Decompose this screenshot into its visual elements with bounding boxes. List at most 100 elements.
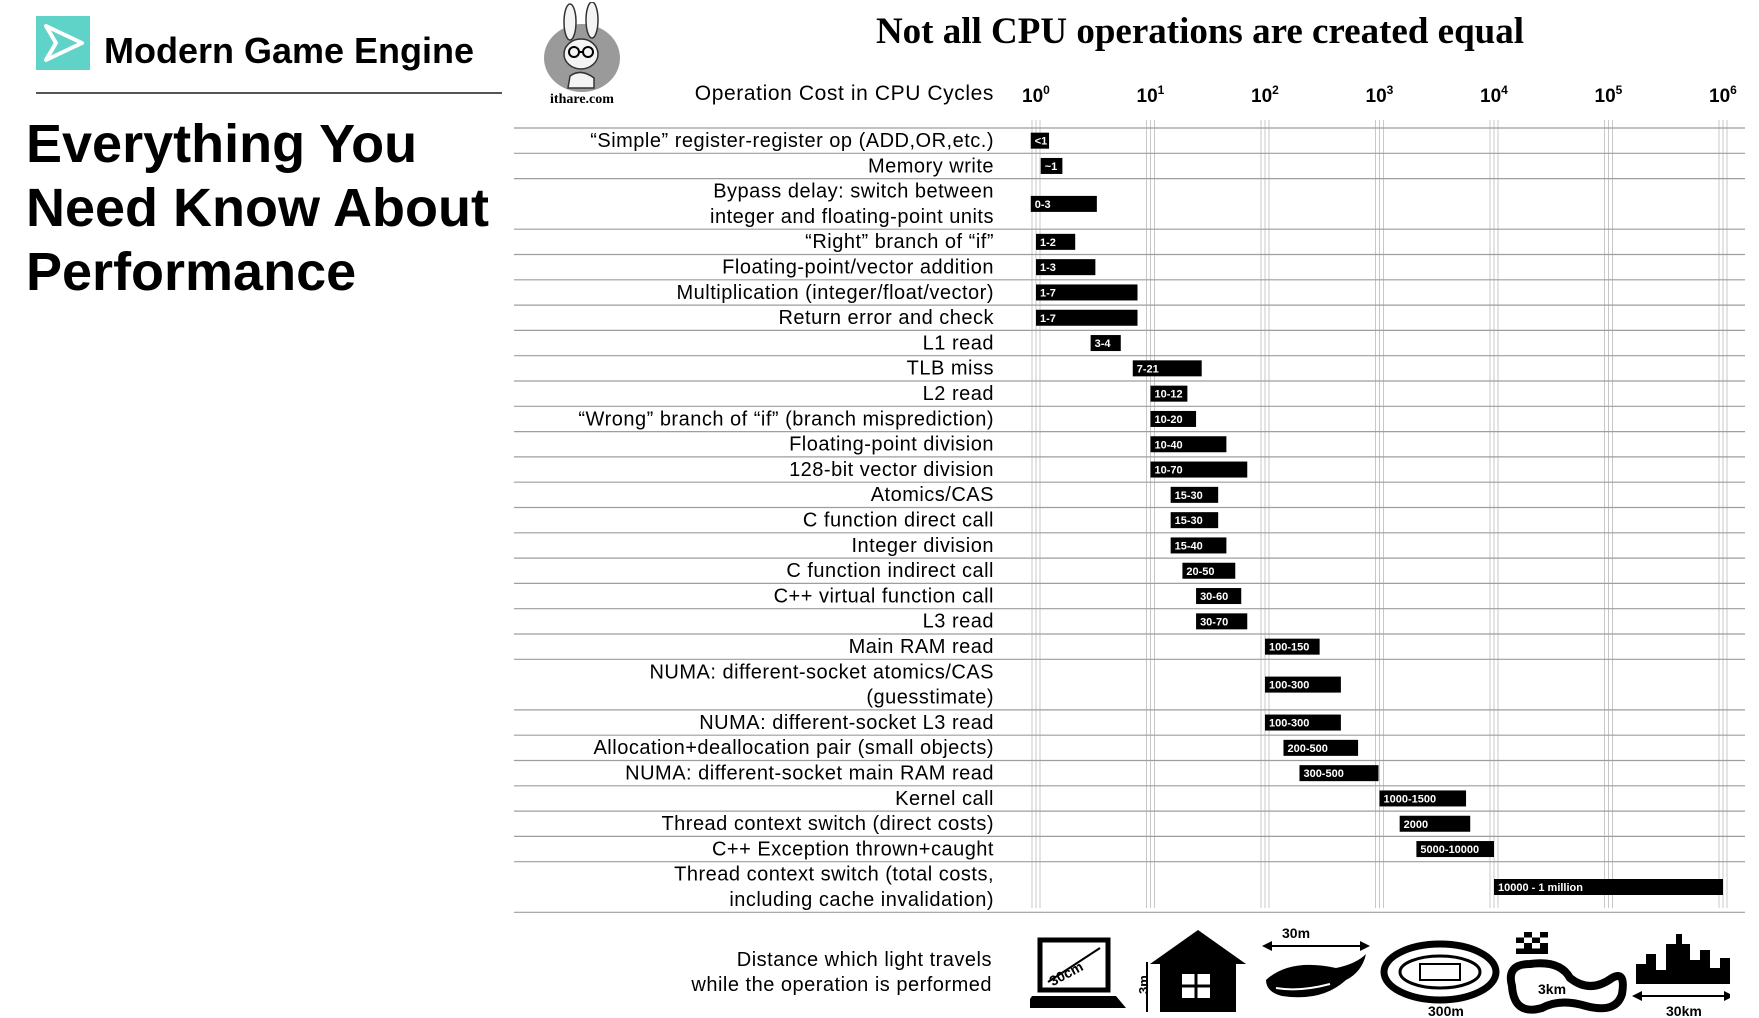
distance-label: 30m (1282, 925, 1310, 941)
bar (1036, 259, 1096, 276)
bar (1030, 132, 1050, 149)
bar-label: 5000-10000 (1420, 844, 1479, 856)
row-label: including cache invalidation) (729, 889, 994, 911)
light-distance-label: Distance which light travels while the o… (560, 948, 992, 998)
row-label: “Wrong” branch of “if” (branch mispredic… (578, 408, 994, 430)
race-track-icon: 3km (1506, 932, 1627, 1014)
bar (1299, 765, 1379, 782)
whale-icon: 30m (1262, 925, 1370, 998)
bar (1132, 360, 1202, 377)
distance-label: 3km (1538, 981, 1566, 997)
cpu-cost-chart: 100 101 102 103 104 105 106 “Simple” register-r… (514, 83, 1745, 913)
row-label: Bypass delay: switch between (713, 181, 994, 203)
row-label: C function direct call (803, 510, 994, 532)
chart-title: Not all CPU operations are created equal (875, 11, 1525, 52)
bar-label: 1-2 (1040, 237, 1056, 249)
bar-label: 1000-1500 (1384, 793, 1437, 805)
row-label: NUMA: different-socket atomics/CAS (649, 661, 994, 683)
bar (1170, 512, 1219, 529)
course-logo (36, 16, 90, 70)
play-triangle-icon (44, 24, 84, 62)
column-header: Operation Cost in CPU Cycles (694, 82, 994, 105)
distance-label: 300m (1428, 1003, 1464, 1018)
bar (1283, 739, 1359, 756)
bar-label: 1-7 (1040, 313, 1056, 325)
x-tick-label: 104 (1480, 83, 1508, 107)
bunny-mascot-icon (544, 2, 620, 92)
row-label: integer and floating-point units (710, 206, 994, 228)
row-label: Floating-point division (789, 434, 994, 456)
row-label: L1 read (923, 332, 994, 354)
row-label: TLB miss (907, 358, 994, 380)
distance-label: 30cm (1046, 958, 1085, 989)
bar-label: 30-70 (1200, 616, 1228, 628)
bar (1170, 537, 1227, 554)
bar (1494, 879, 1723, 895)
row-label: Floating-point/vector addition (722, 257, 994, 279)
bar (1379, 790, 1467, 807)
bar (1150, 385, 1188, 402)
bar-label: 100-300 (1269, 680, 1309, 692)
row-label: NUMA: different-socket L3 read (699, 712, 994, 734)
x-tick-label: 102 (1251, 83, 1279, 107)
bar (1265, 638, 1320, 655)
bar (1150, 461, 1248, 478)
bar-label: 2000 (1404, 819, 1428, 831)
bar-label: 20-50 (1186, 566, 1214, 578)
bar-label: 100-300 (1269, 718, 1309, 730)
x-tick-label: 101 (1137, 83, 1165, 107)
bar-label: 30-60 (1200, 591, 1228, 603)
bar-label: 10-20 (1155, 414, 1183, 426)
distance-label: 30km (1666, 1003, 1702, 1018)
row-label: Return error and check (778, 307, 994, 329)
bar-label: 7-21 (1137, 363, 1159, 375)
bar (1196, 588, 1242, 605)
bar-label: 10-40 (1155, 439, 1183, 451)
row-label: C++ Exception thrown+caught (712, 838, 994, 860)
light-distance-label-line: Distance which light travels (736, 949, 992, 971)
row-label: Multiplication (integer/float/vector) (676, 282, 994, 304)
title-divider (36, 92, 502, 94)
row-label: Memory write (868, 155, 994, 177)
bar-label: 1-3 (1040, 262, 1056, 274)
bar (1036, 233, 1076, 250)
slide-title: Everything You Need Know About Performan… (26, 114, 489, 302)
bar-label: 15-30 (1175, 515, 1203, 527)
bar (1196, 613, 1248, 630)
bar-label: <1 (1035, 136, 1048, 148)
x-tick-label: 105 (1595, 83, 1623, 107)
x-tick-label: 106 (1709, 83, 1737, 107)
bar-label: ~1 (1045, 161, 1058, 173)
bar (1170, 486, 1219, 503)
bar-label: 300-500 (1303, 768, 1343, 780)
row-label: Thread context switch (total costs, (674, 864, 994, 886)
row-label: NUMA: different-socket main RAM read (625, 763, 994, 785)
light-distance-label-line: while the operation is performed (691, 974, 992, 996)
row-label: L3 read (923, 611, 994, 633)
distance-label: 3m (1136, 975, 1151, 994)
row-label: Thread context switch (direct costs) (661, 813, 994, 835)
bar-label: 200-500 (1287, 743, 1327, 755)
x-tick-label: 100 (1022, 83, 1050, 107)
row-label: Allocation+deallocation pair (small obje… (593, 737, 994, 759)
bar (1090, 335, 1121, 352)
row-label: L2 read (923, 383, 994, 405)
bar-label: 0-3 (1035, 199, 1051, 211)
bar-label: 15-40 (1175, 540, 1203, 552)
bar-label: 10-70 (1155, 465, 1183, 477)
bar-label: 15-30 (1175, 490, 1203, 502)
row-label: 128-bit vector division (789, 459, 994, 481)
bar (1265, 714, 1341, 731)
bar (1182, 562, 1236, 579)
row-label: Kernel call (895, 788, 994, 810)
bar (1036, 309, 1138, 326)
row-label: C function indirect call (786, 560, 994, 582)
row-label: (guesstimate) (866, 687, 994, 709)
bar (1416, 841, 1494, 858)
city-skyline-icon: 30km (1632, 934, 1730, 1018)
bar (1030, 195, 1097, 212)
bar-label: 1-7 (1040, 287, 1056, 299)
stadium-icon: 300m (1380, 940, 1500, 1018)
bar-label: 3-4 (1095, 338, 1112, 350)
bar (1265, 676, 1341, 693)
